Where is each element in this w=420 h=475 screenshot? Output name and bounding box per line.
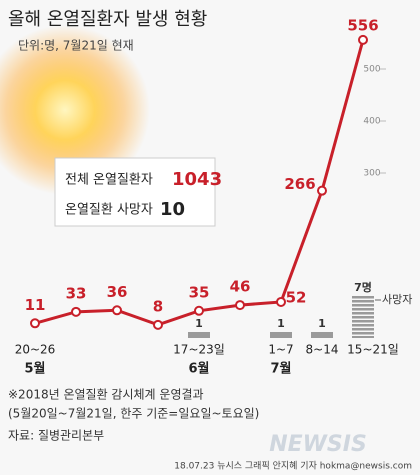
chart-title: 올해 온열질환자 발생 현황	[8, 9, 207, 30]
data-label: 1	[195, 317, 203, 330]
chart-subtitle: 단위:명, 7월21일 현재	[18, 39, 134, 53]
data-label: 8	[153, 297, 163, 315]
credit: 18.07.23 뉴시스 그래픽 안지혜 기자 hokma@newsis.com	[174, 460, 412, 472]
data-label: 1	[318, 317, 326, 330]
y-tick-label: 500	[363, 65, 380, 75]
x-tick-label: 1~7	[268, 343, 293, 357]
point	[276, 296, 286, 307]
x-tick-label: 15~21일	[347, 343, 399, 357]
note: (5월20일~7월21일, 한주 기준=일요일~토요일)	[8, 407, 259, 421]
point	[194, 305, 204, 316]
y-tick-label: 400	[363, 117, 380, 127]
month-label: 6월	[188, 361, 209, 377]
x-tick-label: 17~23일	[173, 343, 225, 357]
month-label: 5월	[24, 361, 45, 377]
death-bar	[311, 332, 333, 338]
death-bar	[188, 332, 210, 338]
y-tick-label: 300	[363, 169, 380, 179]
point	[317, 185, 327, 196]
x-tick-label: 8~14	[306, 343, 339, 357]
summary-label: 전체 온열질환자	[65, 173, 153, 188]
logo: NEWSIS	[269, 432, 367, 457]
summary-label: 온열질환 사망자	[65, 203, 153, 218]
data-label: 11	[25, 296, 46, 314]
month-label: 7월	[270, 361, 291, 377]
data-label: 46	[230, 278, 251, 296]
source: 자료: 질병관리본부	[8, 429, 104, 443]
data-label: 556	[347, 16, 378, 34]
x-tick-label: 20~26	[15, 343, 56, 357]
point	[153, 319, 163, 330]
death-bar	[270, 332, 292, 338]
summary-box	[54, 157, 216, 227]
note: ※2018년 온열질환 감시체계 운영결과	[8, 388, 204, 402]
data-label: 7명	[354, 280, 372, 294]
data-label: 266	[284, 175, 315, 193]
point	[30, 318, 40, 329]
data-label: 36	[107, 283, 128, 301]
data-label: 33	[66, 284, 87, 302]
point	[358, 34, 368, 45]
summary-value: 1043	[172, 169, 222, 190]
legend-label: 사망자	[382, 293, 412, 306]
point	[235, 300, 245, 311]
death-bar	[352, 296, 374, 338]
point	[112, 305, 122, 316]
data-label: 35	[189, 283, 210, 301]
summary-value: 10	[160, 199, 185, 220]
data-label: 52	[286, 288, 307, 306]
point	[71, 306, 81, 317]
sun-decoration	[0, 25, 150, 195]
data-label: 1	[277, 317, 285, 330]
